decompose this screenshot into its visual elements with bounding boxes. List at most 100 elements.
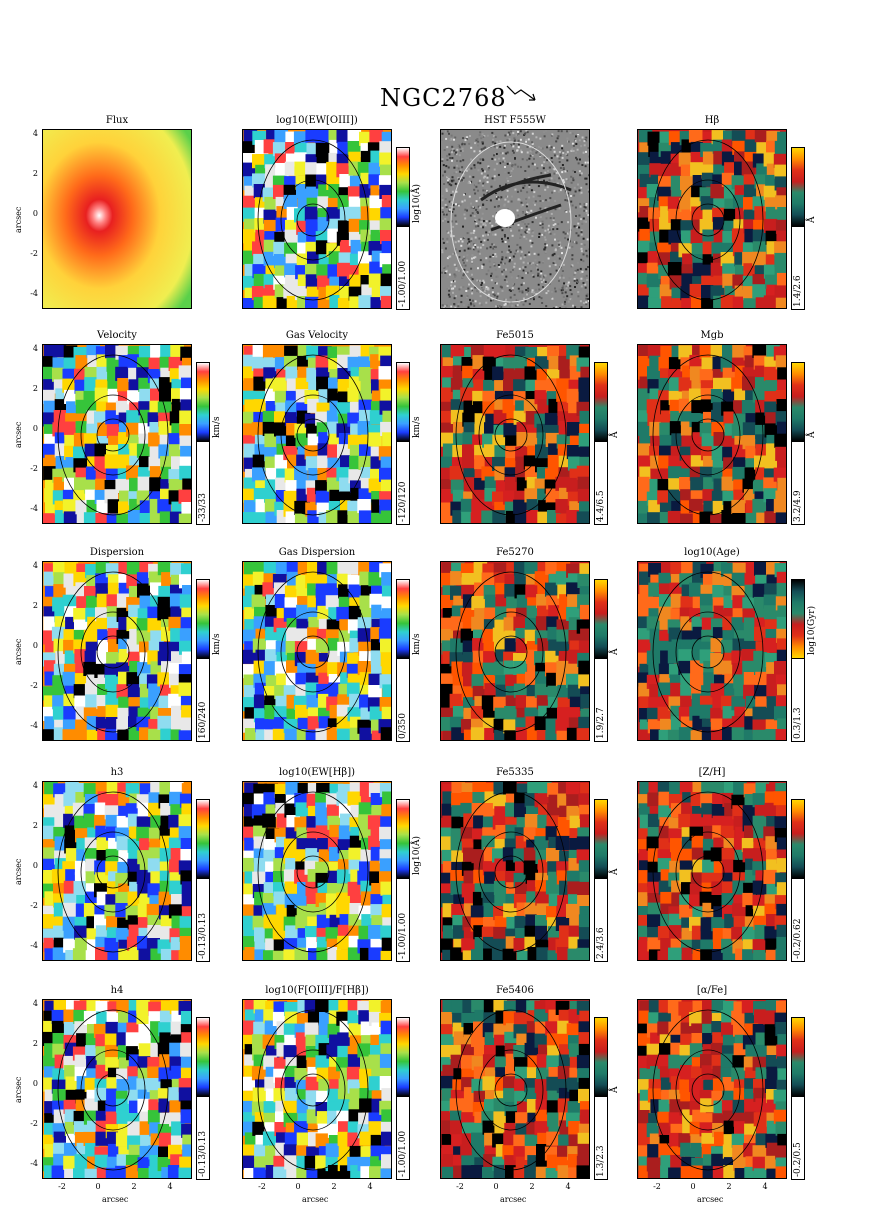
hst-noise-pixel bbox=[571, 204, 574, 207]
hst-noise-pixel bbox=[464, 217, 467, 220]
voronoi-bin bbox=[296, 628, 310, 643]
voronoi-bin bbox=[51, 1020, 66, 1035]
hst-noise-pixel bbox=[561, 270, 564, 272]
voronoi-bin bbox=[285, 782, 299, 795]
hst-noise-pixel bbox=[493, 264, 496, 267]
hst-noise-pixel bbox=[576, 148, 579, 151]
voronoi-bin bbox=[721, 847, 736, 862]
voronoi-bin bbox=[95, 872, 109, 887]
voronoi-bin bbox=[774, 252, 786, 267]
voronoi-bin bbox=[181, 563, 191, 578]
voronoi-bin bbox=[294, 513, 309, 523]
voronoi-bin bbox=[667, 729, 682, 740]
hst-noise-pixel bbox=[527, 165, 530, 168]
voronoi-bin bbox=[689, 283, 704, 298]
voronoi-bin bbox=[679, 782, 694, 795]
voronoi-bin bbox=[294, 894, 309, 909]
hst-noise-pixel bbox=[463, 213, 466, 216]
hst-noise-pixel bbox=[455, 268, 458, 271]
voronoi-bin bbox=[513, 499, 527, 514]
hst-noise-pixel bbox=[468, 142, 471, 145]
voronoi-bin bbox=[182, 1134, 191, 1149]
voronoi-bin bbox=[179, 410, 191, 425]
panel-map bbox=[440, 344, 590, 524]
voronoi-bin bbox=[679, 848, 693, 863]
voronoi-bin bbox=[460, 498, 475, 513]
hst-noise-pixel bbox=[525, 198, 528, 200]
voronoi-bin bbox=[646, 616, 661, 631]
hst-noise-pixel bbox=[501, 152, 504, 155]
voronoi-bin bbox=[451, 661, 465, 676]
hst-noise-pixel bbox=[562, 152, 565, 154]
hst-noise-pixel bbox=[474, 223, 477, 225]
voronoi-bin bbox=[380, 230, 391, 245]
hst-noise-pixel bbox=[462, 255, 465, 258]
hst-noise-pixel bbox=[478, 302, 481, 305]
hst-noise-pixel bbox=[446, 154, 449, 157]
voronoi-bin bbox=[689, 894, 703, 909]
voronoi-bin bbox=[658, 729, 673, 740]
voronoi-bin bbox=[470, 706, 485, 721]
voronoi-bin bbox=[148, 847, 163, 862]
y-tick-label: -4 bbox=[30, 721, 38, 730]
voronoi-bin bbox=[53, 1131, 68, 1146]
voronoi-bin bbox=[179, 628, 191, 643]
hst-noise-pixel bbox=[554, 249, 557, 252]
voronoi-bin bbox=[304, 445, 319, 460]
voronoi-bin bbox=[283, 490, 298, 505]
hst-noise-pixel bbox=[572, 144, 575, 147]
hst-noise-pixel bbox=[577, 183, 579, 186]
voronoi-bin bbox=[43, 513, 56, 523]
voronoi-bin bbox=[526, 499, 541, 514]
voronoi-bin bbox=[774, 563, 786, 578]
hst-noise-pixel bbox=[485, 301, 488, 304]
voronoi-bin bbox=[461, 938, 475, 953]
voronoi-bin bbox=[317, 455, 331, 470]
voronoi-bin bbox=[668, 478, 682, 493]
voronoi-bin bbox=[52, 367, 66, 382]
hst-noise-pixel bbox=[565, 158, 568, 161]
voronoi-bin bbox=[137, 476, 152, 491]
hst-noise-pixel bbox=[487, 296, 489, 299]
voronoi-bin bbox=[579, 586, 589, 601]
hst-noise-pixel bbox=[477, 182, 480, 185]
voronoi-bin bbox=[358, 455, 372, 470]
hst-noise-pixel bbox=[487, 293, 490, 296]
hst-noise-pixel bbox=[567, 300, 570, 303]
hst-noise-pixel bbox=[467, 304, 470, 306]
voronoi-bin bbox=[710, 389, 725, 404]
voronoi-bin bbox=[514, 511, 529, 523]
hst-noise-pixel bbox=[554, 208, 557, 211]
hst-noise-pixel bbox=[493, 216, 496, 219]
voronoi-bin bbox=[317, 196, 331, 211]
hst-noise-pixel bbox=[480, 240, 483, 243]
hst-noise-pixel bbox=[585, 220, 588, 223]
hst-noise-pixel bbox=[468, 231, 471, 234]
voronoi-bin bbox=[776, 187, 786, 202]
voronoi-bin bbox=[441, 883, 453, 898]
voronoi-bin bbox=[754, 130, 769, 143]
voronoi-bin bbox=[139, 513, 154, 523]
voronoi-bin bbox=[72, 730, 87, 740]
hst-noise-pixel bbox=[441, 206, 444, 209]
voronoi-bin bbox=[127, 510, 142, 523]
figure-title: NGC2768 bbox=[380, 84, 507, 112]
hst-noise-pixel bbox=[546, 210, 549, 213]
voronoi-bin bbox=[646, 836, 661, 851]
voronoi-bin bbox=[263, 950, 277, 960]
hst-noise-pixel bbox=[530, 270, 533, 273]
voronoi-bin bbox=[513, 410, 528, 425]
hst-noise-pixel bbox=[586, 212, 588, 215]
voronoi-bin bbox=[105, 563, 120, 578]
hst-noise-pixel bbox=[564, 191, 567, 194]
voronoi-bin bbox=[776, 399, 786, 414]
hst-noise-pixel bbox=[529, 145, 532, 148]
voronoi-bin bbox=[576, 465, 589, 480]
hst-noise-pixel bbox=[491, 297, 494, 300]
hst-noise-pixel bbox=[524, 254, 527, 257]
voronoi-bin bbox=[283, 869, 298, 884]
galaxy-core bbox=[495, 209, 515, 227]
voronoi-bin bbox=[275, 562, 290, 575]
voronoi-bin bbox=[337, 444, 351, 459]
hst-noise-pixel bbox=[479, 246, 482, 249]
